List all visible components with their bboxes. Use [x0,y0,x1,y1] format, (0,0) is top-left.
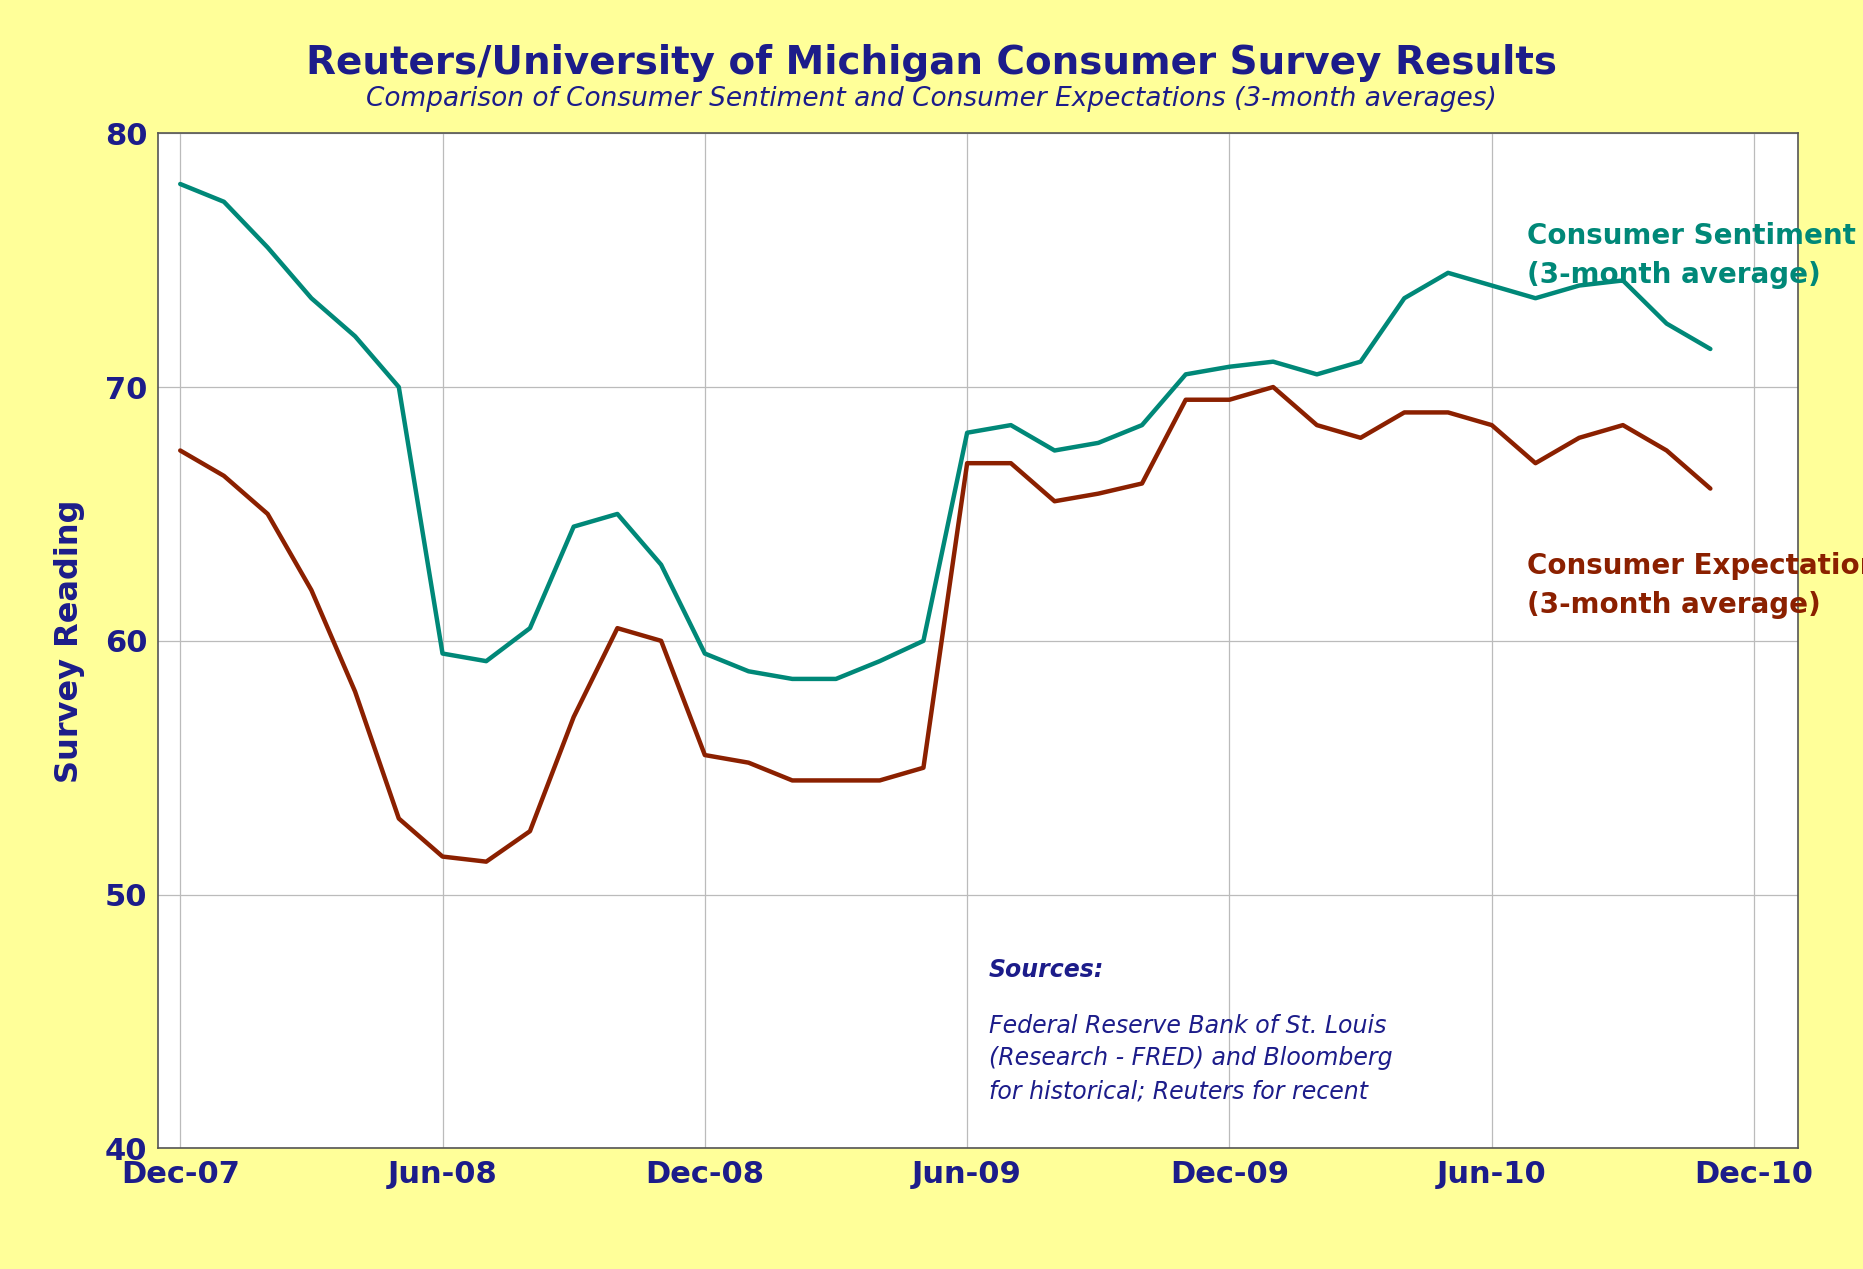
Y-axis label: Survey Reading: Survey Reading [54,499,86,783]
Text: Consumer Sentiment
(3-month average): Consumer Sentiment (3-month average) [1528,222,1856,289]
Text: Sources:: Sources: [989,958,1105,982]
Text: Consumer Expectations
(3-month average): Consumer Expectations (3-month average) [1528,552,1863,619]
Text: Comparison of Consumer Sentiment and Consumer Expectations (3-month averages): Comparison of Consumer Sentiment and Con… [367,86,1496,112]
Text: Federal Reserve Bank of St. Louis
(Research - FRED) and Bloomberg
for historical: Federal Reserve Bank of St. Louis (Resea… [989,1014,1394,1103]
Text: Reuters/University of Michigan Consumer Survey Results: Reuters/University of Michigan Consumer … [306,44,1557,82]
